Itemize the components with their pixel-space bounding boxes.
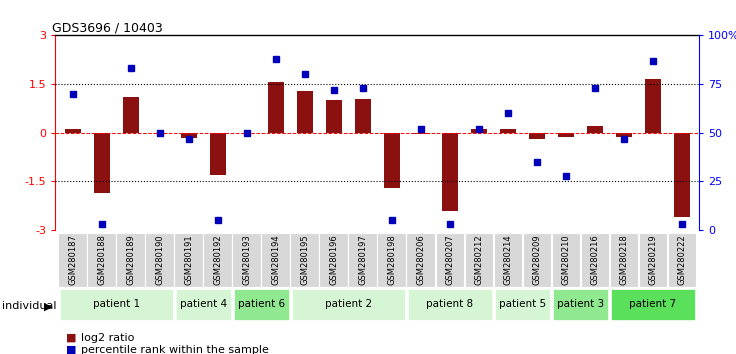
Text: GSM280191: GSM280191 [184,234,193,285]
FancyBboxPatch shape [176,289,232,321]
FancyBboxPatch shape [233,289,290,321]
Text: GSM280214: GSM280214 [503,234,512,285]
FancyBboxPatch shape [291,233,319,287]
Bar [93,133,110,193]
Text: log2 ratio: log2 ratio [81,333,135,343]
FancyBboxPatch shape [464,233,493,287]
Text: patient 3: patient 3 [556,299,604,309]
Bar [210,133,226,175]
Text: patient 1: patient 1 [93,299,140,309]
Text: percentile rank within the sample: percentile rank within the sample [81,345,269,354]
Bar [471,129,486,133]
Text: GSM280222: GSM280222 [677,234,686,285]
FancyBboxPatch shape [58,233,87,287]
FancyBboxPatch shape [174,233,203,287]
Text: GSM280190: GSM280190 [155,234,164,285]
Bar [616,133,631,137]
Text: patient 8: patient 8 [426,299,473,309]
Bar [355,99,371,133]
Text: GSM280196: GSM280196 [329,234,338,285]
Text: GSM280194: GSM280194 [271,234,280,285]
FancyBboxPatch shape [261,233,290,287]
Bar [528,133,545,139]
FancyBboxPatch shape [60,289,174,321]
Bar [268,82,283,133]
Bar [123,97,138,133]
FancyBboxPatch shape [609,233,638,287]
Text: GSM280218: GSM280218 [619,234,629,285]
FancyBboxPatch shape [494,233,522,287]
Text: ■: ■ [66,345,77,354]
Text: individual: individual [2,301,57,311]
Bar [413,133,428,135]
Bar [180,133,197,138]
Text: patient 2: patient 2 [325,299,372,309]
Bar [326,100,342,133]
FancyBboxPatch shape [406,233,435,287]
Bar [558,133,574,137]
FancyBboxPatch shape [551,233,580,287]
Text: GSM280206: GSM280206 [417,234,425,285]
Text: GSM280197: GSM280197 [358,234,367,285]
FancyBboxPatch shape [378,233,406,287]
Text: GSM280207: GSM280207 [445,234,454,285]
FancyBboxPatch shape [408,289,493,321]
FancyBboxPatch shape [203,233,232,287]
Text: GSM280192: GSM280192 [213,234,222,285]
Bar [674,133,690,217]
FancyBboxPatch shape [233,233,261,287]
Text: ■: ■ [66,333,77,343]
Text: GSM280219: GSM280219 [648,234,657,285]
FancyBboxPatch shape [553,289,609,321]
Bar [645,79,661,133]
Text: GSM280209: GSM280209 [532,234,541,285]
FancyBboxPatch shape [436,233,464,287]
Text: GSM280193: GSM280193 [242,234,251,285]
FancyBboxPatch shape [319,233,348,287]
FancyBboxPatch shape [668,233,696,287]
Text: GSM280187: GSM280187 [68,234,77,285]
FancyBboxPatch shape [116,233,145,287]
Text: patient 4: patient 4 [180,299,227,309]
Bar [65,129,80,133]
FancyBboxPatch shape [639,233,667,287]
FancyBboxPatch shape [523,233,551,287]
Text: patient 6: patient 6 [238,299,285,309]
Text: GDS3696 / 10403: GDS3696 / 10403 [52,21,163,34]
Text: GSM280195: GSM280195 [300,234,309,285]
FancyBboxPatch shape [581,233,609,287]
Text: GSM280188: GSM280188 [97,234,106,285]
FancyBboxPatch shape [611,289,696,321]
Text: GSM280198: GSM280198 [387,234,396,285]
Bar [587,126,603,133]
Text: patient 7: patient 7 [629,299,676,309]
Text: GSM280212: GSM280212 [474,234,484,285]
Text: GSM280189: GSM280189 [126,234,135,285]
Bar [442,133,458,211]
FancyBboxPatch shape [291,289,406,321]
FancyBboxPatch shape [495,289,551,321]
FancyBboxPatch shape [88,233,116,287]
Text: GSM280210: GSM280210 [562,234,570,285]
Bar [500,129,516,133]
FancyBboxPatch shape [146,233,174,287]
FancyBboxPatch shape [348,233,377,287]
Bar [297,91,313,133]
Text: GSM280216: GSM280216 [590,234,599,285]
Text: ▶: ▶ [44,301,53,311]
Bar [383,133,400,188]
Text: patient 5: patient 5 [499,299,546,309]
